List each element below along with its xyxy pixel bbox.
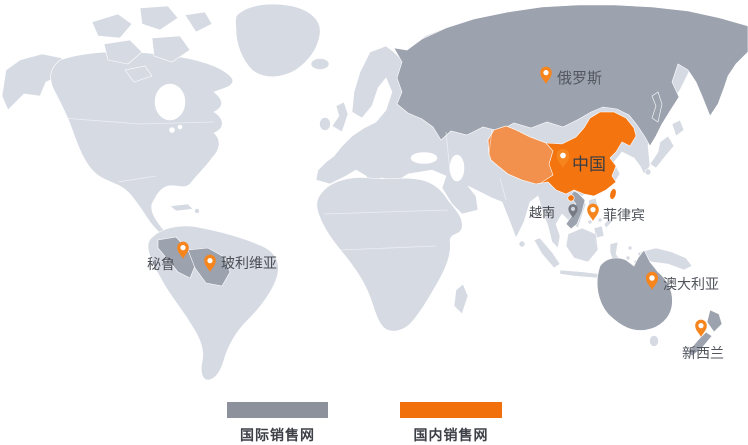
map-label-philippines: 菲律宾 xyxy=(603,207,645,223)
pins-layer xyxy=(177,66,707,337)
map-pin-australia-icon xyxy=(645,271,659,290)
country-new-zealand xyxy=(687,331,713,357)
philippines-islands xyxy=(587,219,593,225)
map-label-new-zealand: 新西兰 xyxy=(682,345,724,361)
legend-swatch-international xyxy=(227,402,328,418)
continent-north-america xyxy=(50,51,234,238)
borneo xyxy=(565,227,599,263)
lesser-sunda xyxy=(625,255,631,261)
map-pin-china-icon xyxy=(556,148,570,168)
map-label-bolivia: 玻利维亚 xyxy=(221,255,277,271)
sea-layer xyxy=(154,83,465,182)
map-pin-peru-icon xyxy=(177,241,189,259)
hudson-bay xyxy=(154,83,186,121)
black-sea xyxy=(410,152,438,164)
map-pin-vietnam-icon xyxy=(568,204,578,218)
border-lines xyxy=(61,117,507,251)
map-label-peru: 秘鲁 xyxy=(147,256,175,272)
caspian-sea xyxy=(449,154,465,182)
region-west-china xyxy=(487,125,554,185)
japan xyxy=(671,119,685,137)
country-peru xyxy=(157,236,196,279)
arctic-islands xyxy=(139,5,179,31)
legend-label-domestic: 国内销售网 xyxy=(413,427,489,443)
moluccas xyxy=(627,245,633,251)
iceland xyxy=(310,58,330,70)
taiwan xyxy=(609,188,617,200)
legend-swatch-domestic xyxy=(400,402,502,418)
philippines-islands xyxy=(597,217,603,223)
map-pin-philippines-icon xyxy=(587,203,599,221)
great-lakes xyxy=(177,124,183,130)
country-new-zealand xyxy=(706,309,723,333)
map-label-australia: 澳大利亚 xyxy=(663,276,719,292)
map-pin-bolivia-icon xyxy=(204,254,216,272)
java xyxy=(559,269,601,279)
hainan xyxy=(567,194,575,202)
ireland xyxy=(319,117,331,131)
japan xyxy=(644,168,652,176)
palawan xyxy=(603,217,613,229)
country-australia xyxy=(596,249,673,331)
united-kingdom xyxy=(331,101,349,133)
map-label-china: 中国 xyxy=(572,155,606,174)
map-pin-russia-icon xyxy=(540,66,552,84)
map-label-vietnam: 越南 xyxy=(529,205,556,220)
japan xyxy=(649,135,675,169)
sri-lanka xyxy=(518,240,526,248)
cuba xyxy=(169,203,194,212)
hispaniola xyxy=(194,208,200,214)
sumatra xyxy=(533,237,561,269)
tasmania xyxy=(649,335,659,347)
greenland xyxy=(235,3,321,78)
map-pin-new-zealand-icon xyxy=(695,319,707,337)
arctic-islands xyxy=(91,13,133,39)
arctic-islands xyxy=(184,11,213,33)
madagascar xyxy=(453,283,469,315)
map-label-russia: 俄罗斯 xyxy=(557,70,603,87)
arctic-islands xyxy=(151,35,191,63)
arctic-islands xyxy=(124,65,153,83)
legend-label-international: 国际销售网 xyxy=(240,427,315,443)
great-lakes xyxy=(169,127,175,133)
arctic-islands xyxy=(103,39,143,65)
continent-africa xyxy=(316,177,463,332)
sakhalin xyxy=(651,91,663,123)
